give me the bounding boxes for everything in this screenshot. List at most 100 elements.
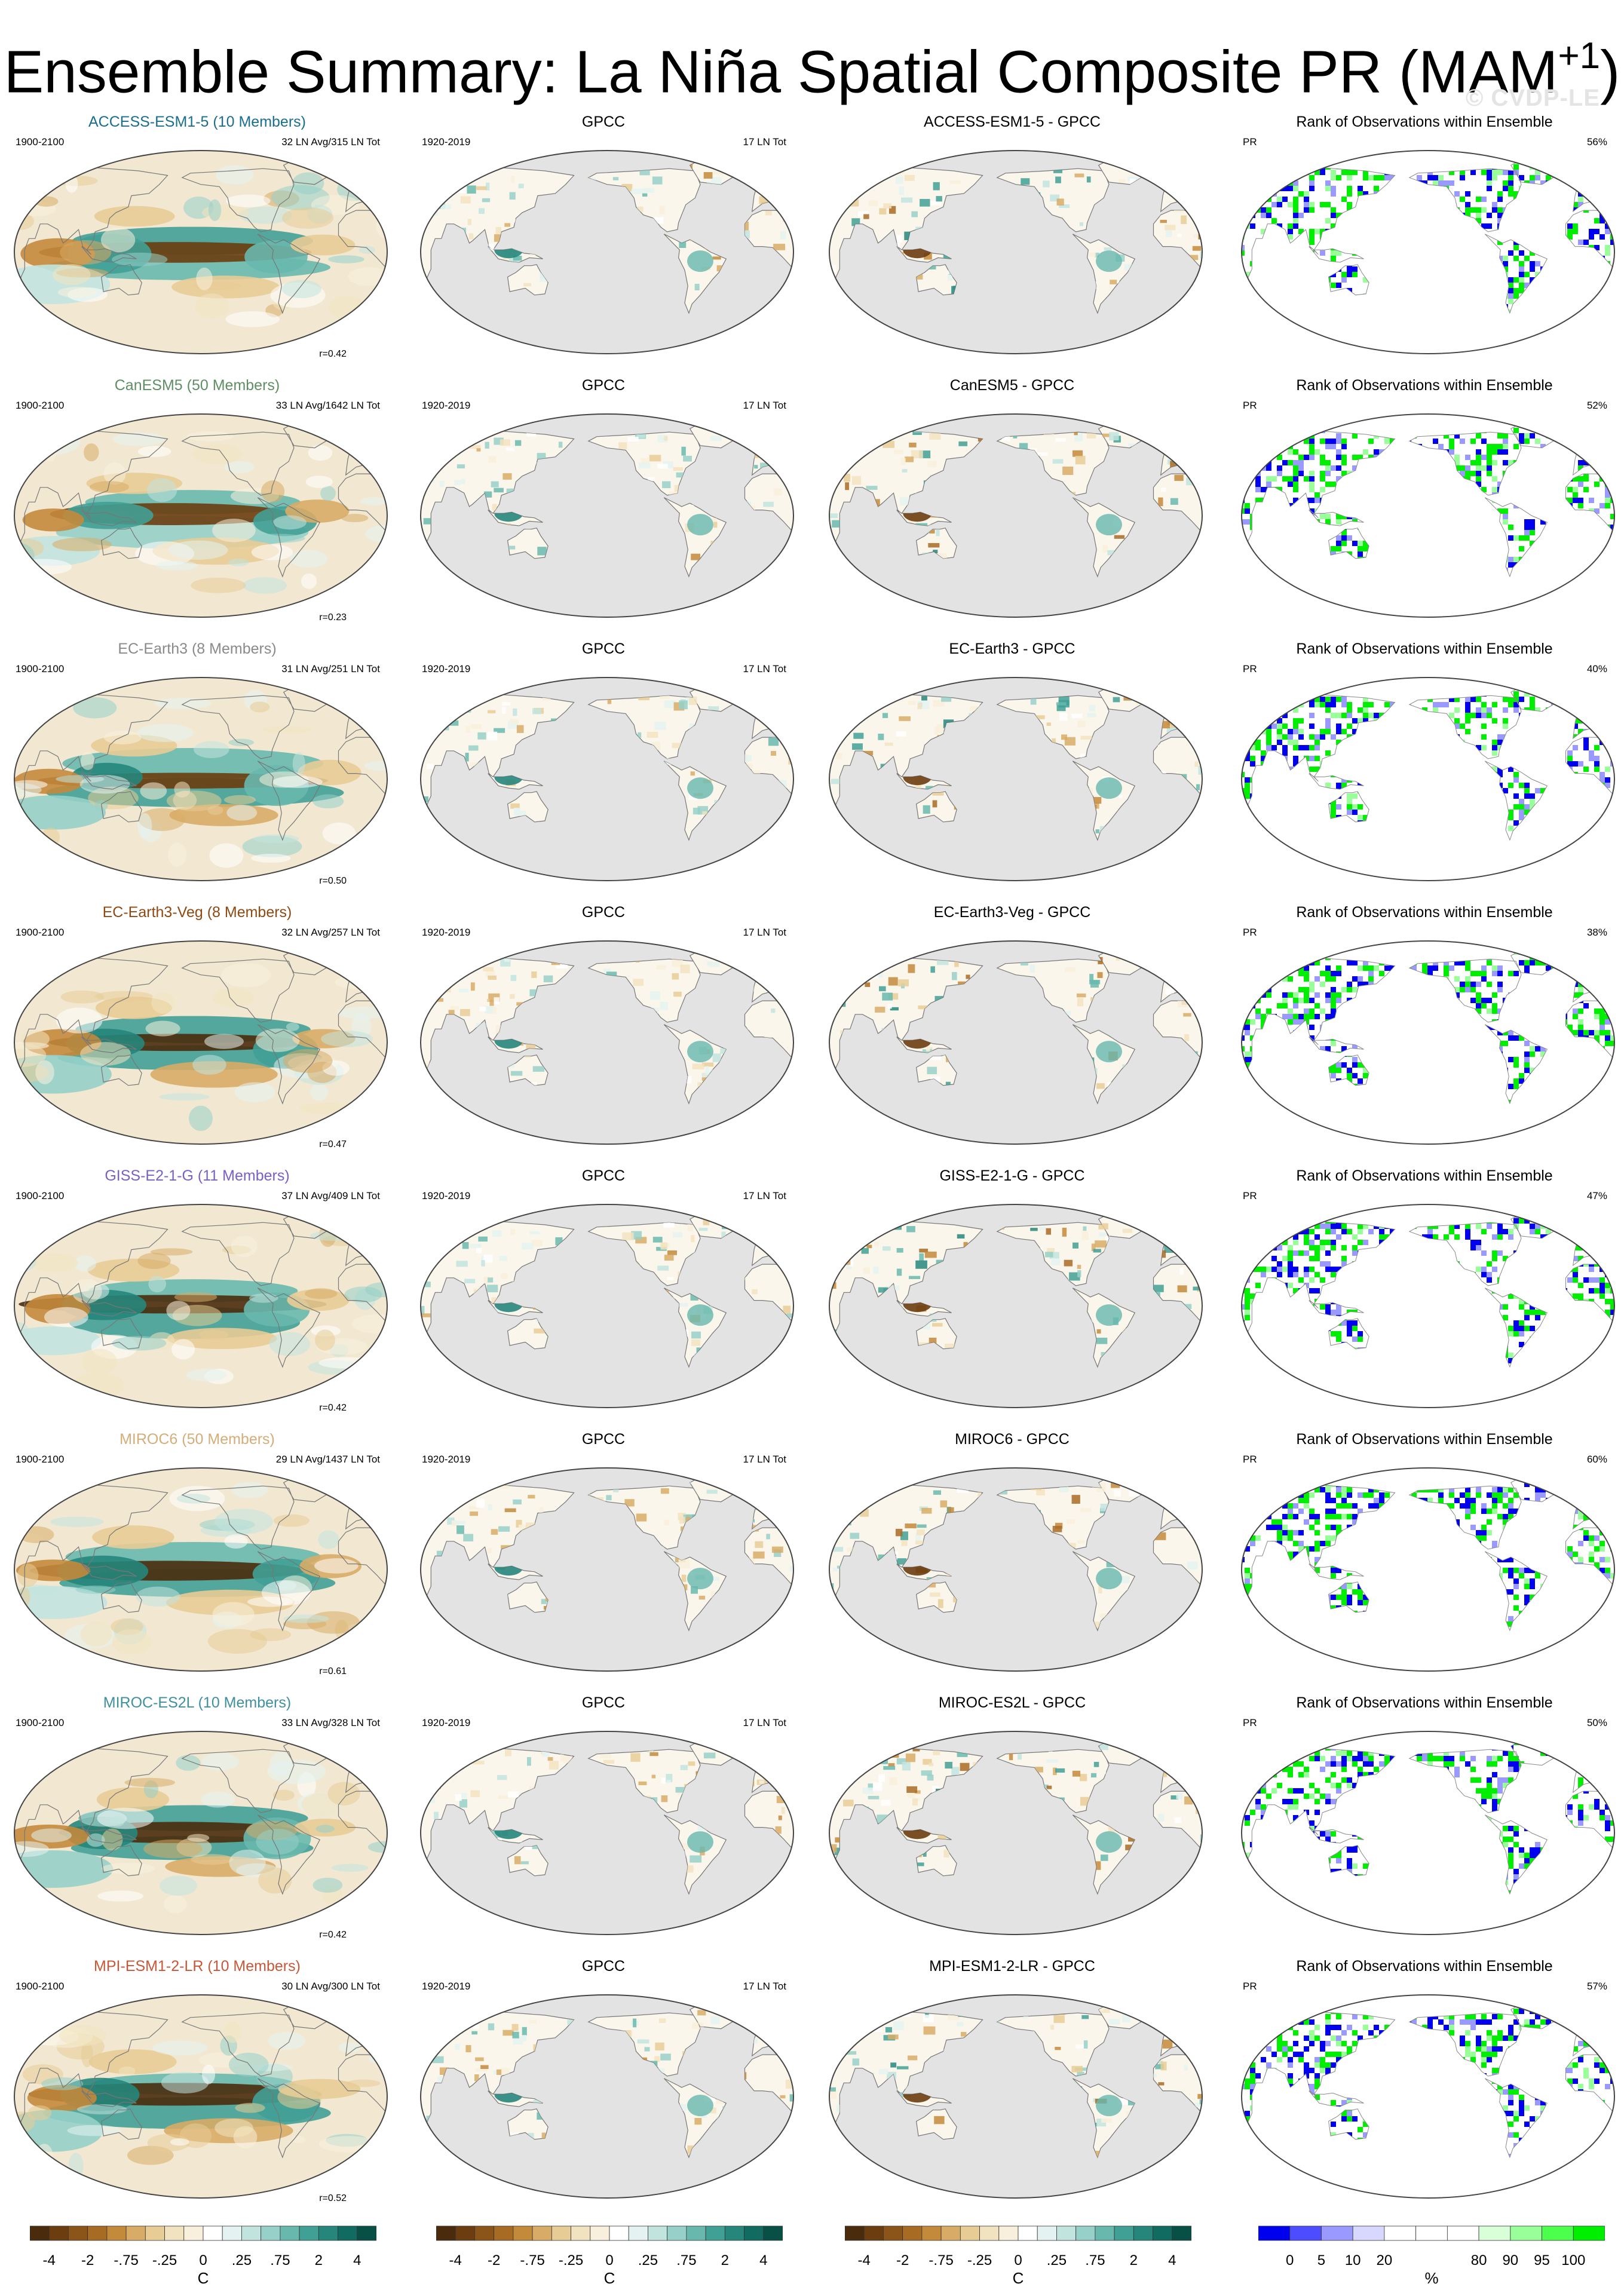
colorbar-tick-label: 0 (1286, 2252, 1294, 2269)
rank-map (1241, 150, 1615, 354)
event-count-label: 30 LN Avg/300 LN Tot (281, 1981, 380, 1992)
rank-map (1241, 940, 1615, 1145)
colorbar-tick-label: 100 (1561, 2252, 1586, 2269)
period-label: 1900-2100 (16, 927, 65, 938)
obs-panel: GPCC 1920-2019 17 LN Tot (412, 1166, 795, 1423)
period-label: 1920-2019 (422, 1454, 471, 1465)
variable-label: PR (1243, 1190, 1257, 1201)
watermark: © CVDP-LE (1465, 85, 1600, 111)
colorbar-unit-label: % (1424, 2269, 1439, 2287)
colorbar-unit-label: C (197, 2269, 209, 2287)
diff-map (829, 1994, 1203, 2199)
model-title: EC-Earth3-Veg (8 Members) (102, 904, 292, 921)
colorbar-tick-label: 4 (353, 2252, 361, 2269)
colorbar-scale (29, 2225, 377, 2241)
obs-map (420, 1994, 794, 2199)
diff-map (829, 1731, 1203, 1935)
colorbar-scale (1258, 2225, 1605, 2241)
period-label: 1900-2100 (16, 136, 65, 148)
variable-label: PR (1243, 927, 1257, 938)
rank-title: Rank of Observations within Ensemble (1296, 1694, 1553, 1711)
colorbar-tick-label: 5 (1317, 2252, 1326, 2269)
colorbar-tick-label: .25 (638, 2252, 658, 2269)
difference-title: EC-Earth3-Veg - GPCC (933, 904, 1091, 921)
model-panel: EC-Earth3-Veg (8 Members) 1900-2100 32 LN … (6, 903, 388, 1160)
period-label: 1900-2100 (16, 400, 65, 411)
model-map (14, 413, 388, 618)
model-map (14, 940, 388, 1145)
event-count-label: 32 LN Avg/315 LN Tot (281, 136, 380, 148)
page-title: Ensemble Summary: La Niña Spatial Compos… (4, 35, 1620, 106)
variable-label: PR (1243, 663, 1257, 675)
model-title: ACCESS-ESM1-5 (10 Members) (88, 114, 306, 130)
model-title: GISS-E2-1-G (11 Members) (105, 1167, 290, 1184)
obs-map (420, 677, 794, 881)
model-panel: EC-Earth3 (8 Members) 1900-2100 31 LN Avg/… (6, 639, 388, 896)
diff-map (829, 413, 1203, 618)
diff-panel: MIROC-ES2L - GPCC (821, 1693, 1203, 1950)
colorbar-scale (436, 2225, 783, 2241)
colorbar-tick-label: .25 (231, 2252, 252, 2269)
rank-percent-label: 56% (1586, 136, 1607, 148)
rank-percent-label: 38% (1586, 927, 1607, 938)
rank-panel: Rank of Observations within Ensemble PR 38… (1233, 903, 1616, 1160)
event-count-label: 17 LN Tot (743, 136, 786, 148)
colorbar-tick-label: -4 (857, 2252, 871, 2269)
difference-title: ACCESS-ESM1-5 - GPCC (924, 114, 1101, 130)
pattern-correlation-label: r=0.23 (319, 612, 347, 623)
colorbar-unit-label: C (1012, 2269, 1024, 2287)
diff-map (829, 940, 1203, 1145)
difference-title: MPI-ESM1-2-LR - GPCC (929, 1958, 1095, 1975)
rank-percent-label: 47% (1586, 1190, 1607, 1201)
colorbar-model: -4 -2 -.75 -.25 0 .25 .75 2 4 C (29, 2221, 377, 2293)
obs-title: GPCC (581, 1694, 626, 1711)
model-title: CanESM5 (50 Members) (114, 377, 280, 394)
model-panel: MPI-ESM1-2-LR (10 Members) 1900-2100 30 LN… (6, 1957, 388, 2214)
colorbar-tick-label: 0 (1014, 2252, 1022, 2269)
period-label: 1900-2100 (16, 1190, 65, 1201)
obs-panel: GPCC 1920-2019 17 LN Tot (412, 376, 795, 633)
colorbar-tick-label: 4 (759, 2252, 768, 2269)
colorbar-diff: -4 -2 -.75 -.25 0 .25 .75 2 4 C (844, 2221, 1192, 2293)
obs-title: GPCC (581, 1958, 626, 1975)
rank-panel: Rank of Observations within Ensemble PR 50… (1233, 1693, 1616, 1950)
period-label: 1920-2019 (422, 1190, 471, 1201)
colorbar-tick-label: -.75 (114, 2252, 139, 2269)
obs-title: GPCC (581, 904, 626, 921)
diff-panel: EC-Earth3 - GPCC (821, 639, 1203, 896)
rank-map (1241, 413, 1615, 618)
event-count-label: 31 LN Avg/251 LN Tot (281, 663, 380, 675)
model-map (14, 1731, 388, 1935)
model-panel: ACCESS-ESM1-5 (10 Members) 1900-2100 32 LN… (6, 112, 388, 369)
period-label: 1900-2100 (16, 1454, 65, 1465)
rank-percent-label: 40% (1586, 663, 1607, 675)
colorbar-rank: 0 5 10 20 80 90 95 100% (1258, 2221, 1605, 2293)
colorbar-tick-label: -2 (896, 2252, 909, 2269)
diff-map (829, 1467, 1203, 1672)
pattern-correlation-label: r=0.52 (319, 2193, 347, 2203)
pattern-correlation-label: r=0.42 (319, 1930, 347, 1940)
event-count-label: 17 LN Tot (743, 1454, 786, 1465)
colorbar-tick-label: -.75 (929, 2252, 954, 2269)
variable-label: PR (1243, 1981, 1257, 1992)
obs-map (420, 1731, 794, 1935)
rank-panel: Rank of Observations within Ensemble PR 60… (1233, 1430, 1616, 1687)
obs-panel: GPCC 1920-2019 17 LN Tot (412, 903, 795, 1160)
rank-title: Rank of Observations within Ensemble (1296, 904, 1553, 921)
colorbar-obs: -4 -2 -.75 -.25 0 .25 .75 2 4 C (436, 2221, 783, 2293)
model-map (14, 677, 388, 881)
rank-map (1241, 1731, 1615, 1935)
colorbar-tick-label: -.75 (520, 2252, 545, 2269)
pattern-correlation-label: r=0.50 (319, 876, 347, 886)
event-count-label: 37 LN Avg/409 LN Tot (281, 1190, 380, 1201)
rank-title: Rank of Observations within Ensemble (1296, 377, 1553, 394)
model-map (14, 1204, 388, 1408)
event-count-label: 17 LN Tot (743, 927, 786, 938)
obs-map (420, 1204, 794, 1408)
obs-map (420, 150, 794, 354)
diff-map (829, 1204, 1203, 1408)
model-title: EC-Earth3 (8 Members) (118, 640, 277, 657)
event-count-label: 17 LN Tot (743, 400, 786, 411)
obs-title: GPCC (581, 114, 626, 130)
rank-percent-label: 50% (1586, 1717, 1607, 1728)
